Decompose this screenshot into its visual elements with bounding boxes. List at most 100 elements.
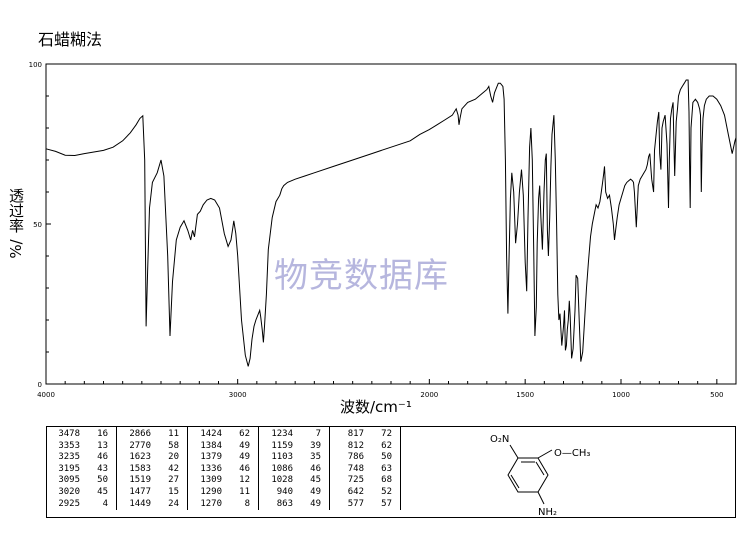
methoxy-label: O—CH₃ bbox=[554, 448, 590, 459]
peak-entry: 1379 49 bbox=[188, 452, 258, 464]
peak-column: 1234 7 1159 39 1103 35 1086 46 1028 45 940 49 863 49 bbox=[258, 427, 330, 511]
peak-transmittance: 42 bbox=[168, 463, 179, 474]
peak-entry: 3353 13 bbox=[46, 441, 116, 453]
peak-wavenumber: 1103 bbox=[271, 452, 293, 463]
peak-wavenumber: 2770 bbox=[129, 440, 151, 451]
bond bbox=[535, 461, 545, 476]
peak-transmittance: 62 bbox=[381, 440, 392, 451]
peak-entry: 725 68 bbox=[330, 475, 400, 487]
peak-wavenumber: 725 bbox=[347, 475, 364, 486]
x-tick-label: 2000 bbox=[420, 391, 438, 399]
peak-table: 3478 16 3353 13 3235 46 3195 43 3095 50 3020 45 2925… bbox=[46, 427, 401, 511]
peak-transmittance: 12 bbox=[239, 475, 250, 486]
peak-entry: 1103 35 bbox=[259, 452, 329, 464]
peak-entry: 2866 11 bbox=[117, 429, 187, 441]
peak-transmittance: 39 bbox=[310, 440, 321, 451]
peak-wavenumber: 1336 bbox=[200, 463, 222, 474]
peak-transmittance: 8 bbox=[244, 498, 250, 509]
peak-column: 3478 16 3353 13 3235 46 3195 43 3095 50 3020 45 2925… bbox=[46, 427, 117, 511]
peak-wavenumber: 1290 bbox=[200, 486, 222, 497]
peak-wavenumber: 1623 bbox=[129, 452, 151, 463]
peak-transmittance: 52 bbox=[381, 486, 392, 497]
peak-transmittance: 45 bbox=[97, 486, 108, 497]
peak-entry: 3095 50 bbox=[46, 475, 116, 487]
peak-wavenumber: 3353 bbox=[58, 440, 80, 451]
peak-wavenumber: 1159 bbox=[271, 440, 293, 451]
peak-wavenumber: 3195 bbox=[58, 463, 80, 474]
peak-entry: 1449 24 bbox=[117, 499, 187, 511]
peak-entry: 1086 46 bbox=[259, 464, 329, 476]
peak-wavenumber: 642 bbox=[347, 486, 364, 497]
peak-entry: 1583 42 bbox=[117, 464, 187, 476]
spectrum-line bbox=[45, 79, 737, 367]
peak-entry: 812 62 bbox=[330, 441, 400, 453]
peak-wavenumber: 786 bbox=[347, 452, 364, 463]
peak-entry: 1424 62 bbox=[188, 429, 258, 441]
peak-entry: 577 57 bbox=[330, 499, 400, 511]
bond bbox=[510, 474, 520, 489]
peak-wavenumber: 3020 bbox=[58, 486, 80, 497]
peak-entry: 1477 15 bbox=[117, 487, 187, 499]
amine-label: NH₂ bbox=[538, 507, 557, 518]
peak-transmittance: 68 bbox=[381, 475, 392, 486]
peak-entry: 2925 4 bbox=[46, 499, 116, 511]
bond bbox=[537, 449, 553, 459]
peak-entry: 1309 12 bbox=[188, 475, 258, 487]
peak-transmittance: 45 bbox=[310, 475, 321, 486]
peak-wavenumber: 3095 bbox=[58, 475, 80, 486]
peak-transmittance: 46 bbox=[97, 452, 108, 463]
peak-transmittance: 7 bbox=[315, 429, 321, 439]
peak-transmittance: 24 bbox=[168, 498, 179, 509]
peak-wavenumber: 1583 bbox=[129, 463, 151, 474]
peak-transmittance: 49 bbox=[310, 498, 321, 509]
peak-transmittance: 50 bbox=[381, 452, 392, 463]
peak-entry: 1028 45 bbox=[259, 475, 329, 487]
peak-entry: 3195 43 bbox=[46, 464, 116, 476]
peak-wavenumber: 1424 bbox=[200, 429, 222, 439]
peak-entry: 642 52 bbox=[330, 487, 400, 499]
peak-entry: 3020 45 bbox=[46, 487, 116, 499]
y-axis-label-main: 透过率 bbox=[7, 188, 25, 233]
peak-wavenumber: 1519 bbox=[129, 475, 151, 486]
peak-entry: 1384 49 bbox=[188, 441, 258, 453]
peak-transmittance: 13 bbox=[97, 440, 108, 451]
peak-transmittance: 49 bbox=[239, 440, 250, 451]
nitro-label: O₂N bbox=[490, 434, 509, 445]
peak-wavenumber: 1384 bbox=[200, 440, 222, 451]
peak-entry: 1270 8 bbox=[188, 499, 258, 511]
peak-transmittance: 63 bbox=[381, 463, 392, 474]
peak-transmittance: 27 bbox=[168, 475, 179, 486]
peak-entry: 1336 46 bbox=[188, 464, 258, 476]
peak-entry: 940 49 bbox=[259, 487, 329, 499]
peak-entry: 1519 27 bbox=[117, 475, 187, 487]
peak-wavenumber: 863 bbox=[276, 498, 293, 509]
peak-wavenumber: 940 bbox=[276, 486, 293, 497]
x-tick-label: 4000 bbox=[37, 391, 55, 399]
x-tick-label: 1000 bbox=[612, 391, 630, 399]
bond bbox=[509, 444, 519, 459]
y-tick-label: 100 bbox=[29, 61, 42, 69]
peak-wavenumber: 1309 bbox=[200, 475, 222, 486]
peak-transmittance: 35 bbox=[310, 452, 321, 463]
y-axis-label: 透过率 %/ bbox=[2, 188, 30, 259]
peak-transmittance: 4 bbox=[102, 498, 108, 509]
peak-wavenumber: 1477 bbox=[129, 486, 151, 497]
peak-wavenumber: 1379 bbox=[200, 452, 222, 463]
peak-transmittance: 43 bbox=[97, 463, 108, 474]
sampling-method: 石蜡糊法 bbox=[38, 30, 103, 49]
peak-transmittance: 62 bbox=[239, 429, 250, 439]
x-tick-label: 500 bbox=[710, 391, 723, 399]
watermark: 物竞数据库 bbox=[274, 256, 449, 296]
peak-transmittance: 11 bbox=[168, 429, 179, 439]
y-tick-label: 0 bbox=[38, 381, 42, 389]
peak-entry: 748 63 bbox=[330, 464, 400, 476]
peak-transmittance: 57 bbox=[381, 498, 392, 509]
peak-wavenumber: 1270 bbox=[200, 498, 222, 509]
peak-wavenumber: 577 bbox=[347, 498, 364, 509]
axis-ticks: 4000 3000 2000 1500 1000 500 0 50 100 bbox=[29, 61, 737, 399]
x-axis-label: 波数/cm⁻¹ bbox=[340, 398, 412, 416]
peak-column: 817 72 812 62 786 50 748 63 725 68 642 52 577 57 bbox=[329, 427, 401, 511]
peak-entry: 3478 16 bbox=[46, 429, 116, 441]
peak-transmittance: 50 bbox=[97, 475, 108, 486]
bond bbox=[537, 491, 545, 505]
